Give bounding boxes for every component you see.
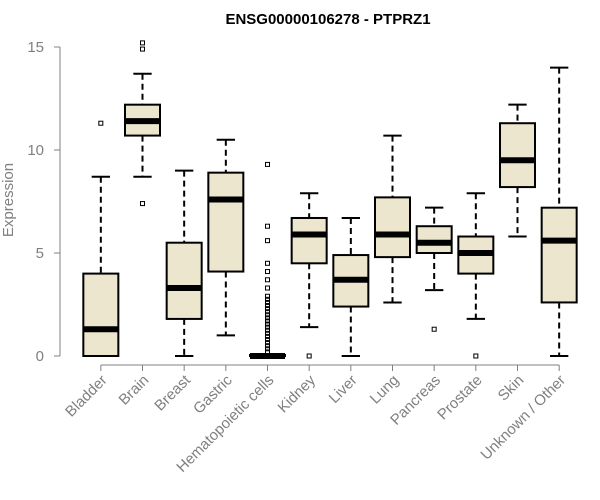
outlier-point — [473, 353, 479, 359]
outlier-point — [140, 40, 145, 46]
outlier-point — [265, 337, 270, 343]
outlier-point — [265, 309, 270, 315]
x-tick-label: Lung — [367, 372, 403, 408]
x-tick-label: Bladder — [62, 372, 111, 421]
box-rect — [82, 272, 120, 358]
box-kidney — [290, 192, 328, 359]
boxes-group — [82, 40, 578, 359]
box-rect — [499, 122, 536, 189]
outlier-point — [265, 269, 270, 275]
box-brain — [124, 40, 161, 207]
box-unknown-other — [540, 66, 578, 357]
outlier-point — [265, 343, 270, 349]
box-skin — [499, 103, 536, 238]
outlier-point — [265, 238, 270, 244]
outlier-point — [265, 346, 270, 352]
outlier-point — [431, 326, 437, 332]
outlier-point — [140, 46, 145, 52]
outlier-point — [265, 349, 270, 355]
x-tick-label: Liver — [326, 372, 361, 407]
y-axis-label: Expression — [0, 163, 17, 237]
outlier-point — [265, 327, 270, 333]
box-rect — [165, 241, 203, 320]
outlier-point — [98, 120, 104, 126]
box-rect — [374, 196, 411, 259]
box-rect — [415, 225, 453, 255]
box-rect — [207, 171, 245, 273]
box-gastric — [207, 138, 245, 337]
outlier-point — [265, 285, 270, 291]
box-rect — [540, 206, 578, 304]
box-lung — [374, 134, 411, 304]
outlier-point — [265, 296, 270, 302]
box-hematopoietic-cells — [249, 161, 286, 359]
outlier-point — [265, 299, 270, 305]
x-tick-label: Kidney — [275, 371, 320, 416]
box-rect — [290, 216, 328, 265]
y-tick-label: 0 — [36, 348, 44, 365]
outlier-point — [265, 340, 270, 346]
outlier-point — [306, 353, 312, 359]
y-axis: 0 5 10 15 — [27, 39, 61, 365]
outlier-point — [265, 312, 270, 318]
box-liver — [332, 216, 370, 357]
outlier-point — [265, 161, 270, 167]
box-prostate — [457, 192, 495, 359]
outlier-point — [265, 321, 270, 327]
y-tick-label: 5 — [36, 245, 44, 262]
outlier-point — [265, 333, 270, 339]
outlier-point — [265, 277, 270, 283]
outlier-point — [265, 315, 270, 321]
x-tick-label: Brain — [116, 372, 153, 409]
outlier-point — [265, 324, 270, 330]
y-tick-label: 10 — [27, 142, 44, 159]
chart-title: ENSG00000106278 - PTPRZ1 — [225, 11, 430, 28]
outlier-point — [265, 330, 270, 336]
x-tick-label: Skin — [495, 372, 528, 405]
outlier-point — [265, 318, 270, 324]
box-pancreas — [415, 206, 453, 332]
outlier-point — [265, 260, 270, 266]
x-tick-label: Prostate — [434, 372, 486, 424]
y-tick-label: 15 — [27, 39, 44, 56]
box-bladder — [82, 120, 120, 358]
box-breast — [165, 169, 203, 357]
outlier-point — [265, 303, 270, 309]
x-tick-label: Breast — [151, 371, 194, 414]
outlier-point — [265, 306, 270, 312]
outlier-point — [140, 201, 145, 207]
outlier-point — [265, 223, 270, 229]
outlier-point — [265, 293, 270, 299]
